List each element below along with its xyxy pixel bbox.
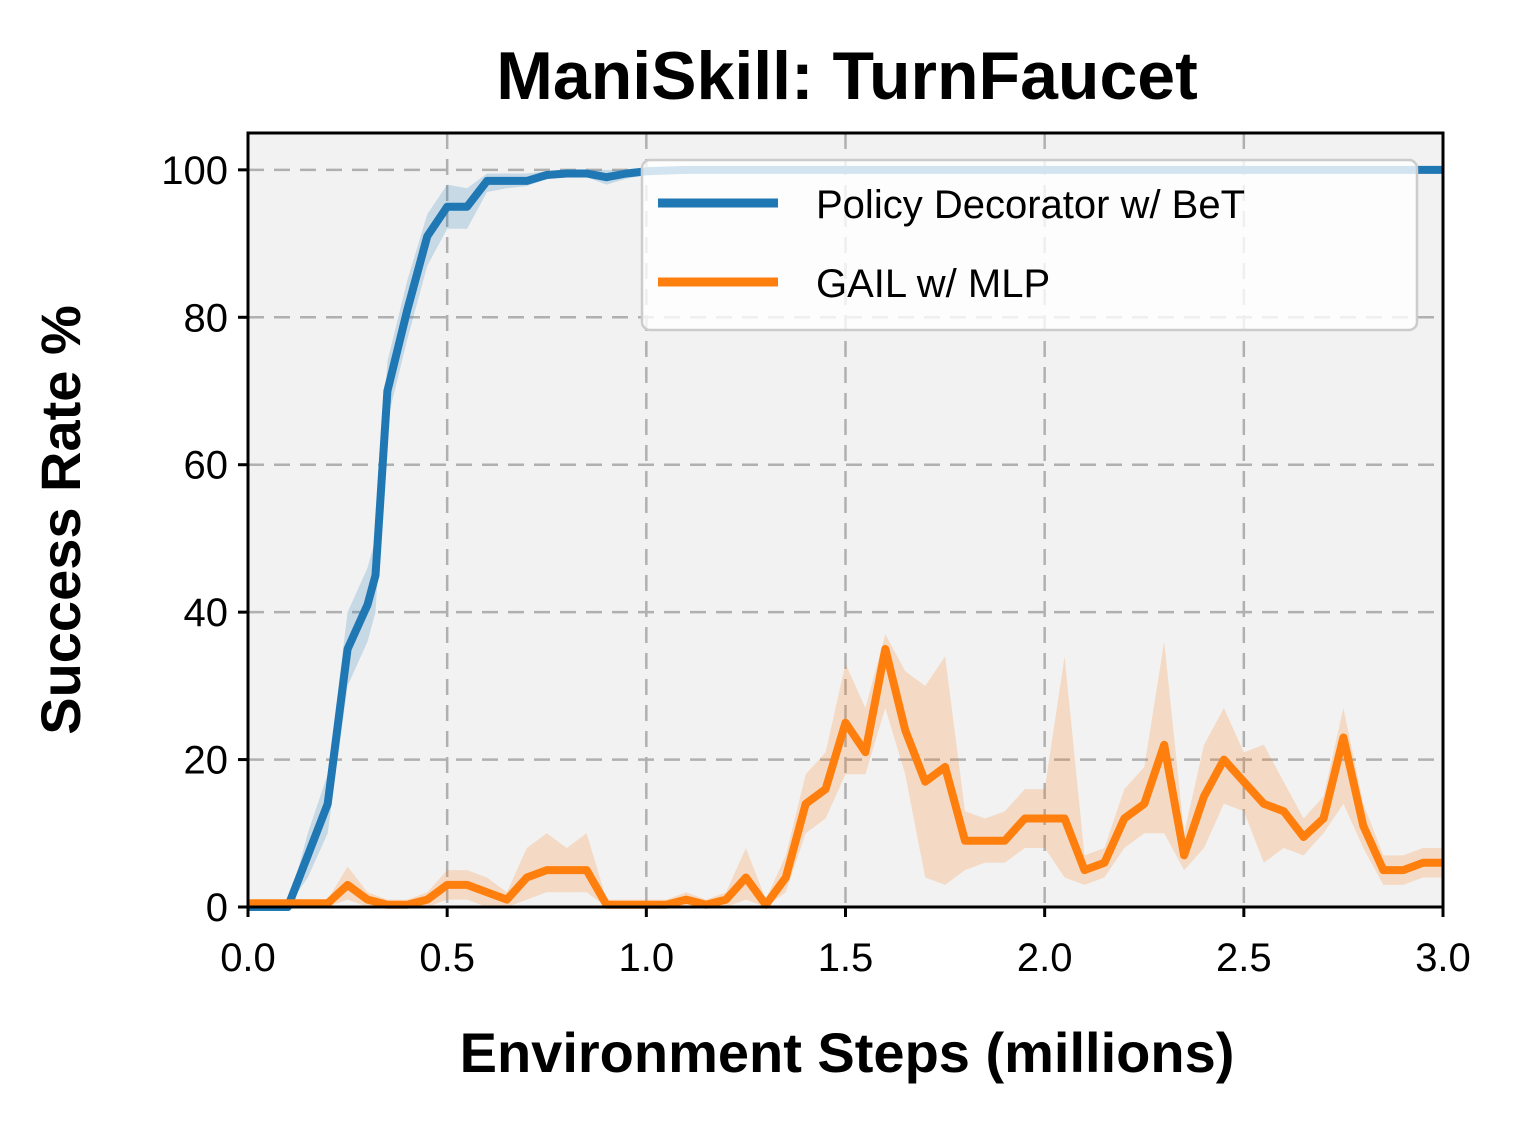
chart-title: ManiSkill: TurnFaucet xyxy=(496,38,1197,114)
legend-label-1: GAIL w/ MLP xyxy=(816,262,1050,306)
legend: Policy Decorator w/ BeT GAIL w/ MLP xyxy=(640,158,1419,332)
y-tick-label: 20 xyxy=(184,739,229,783)
confidence-bands xyxy=(248,169,1443,907)
y-tick-label: 60 xyxy=(184,444,229,488)
x-tick-label: 0.0 xyxy=(220,936,276,980)
y-axis-title: Success Rate % xyxy=(29,305,92,735)
legend-box xyxy=(640,158,1419,332)
legend-label-0: Policy Decorator w/ BeT xyxy=(816,183,1245,227)
y-tick-label: 0 xyxy=(206,886,228,930)
x-tick-label: 3.0 xyxy=(1415,936,1471,980)
y-axis-ticks: 0 20 40 60 80 100 xyxy=(161,149,248,930)
y-tick-label: 100 xyxy=(161,149,228,193)
x-tick-label: 2.5 xyxy=(1216,936,1272,980)
series-line-1 xyxy=(248,645,1443,909)
x-tick-label: 1.5 xyxy=(818,936,874,980)
y-tick-label: 80 xyxy=(184,296,229,340)
series-band-1 xyxy=(248,634,1443,907)
x-tick-label: 2.0 xyxy=(1017,936,1073,980)
y-tick-label: 40 xyxy=(184,591,229,635)
x-axis-ticks: 0.0 0.5 1.0 1.5 2.0 2.5 3.0 xyxy=(220,907,1471,980)
x-axis-title: Environment Steps (millions) xyxy=(460,1021,1235,1084)
x-tick-label: 0.5 xyxy=(419,936,475,980)
x-tick-label: 1.0 xyxy=(619,936,675,980)
